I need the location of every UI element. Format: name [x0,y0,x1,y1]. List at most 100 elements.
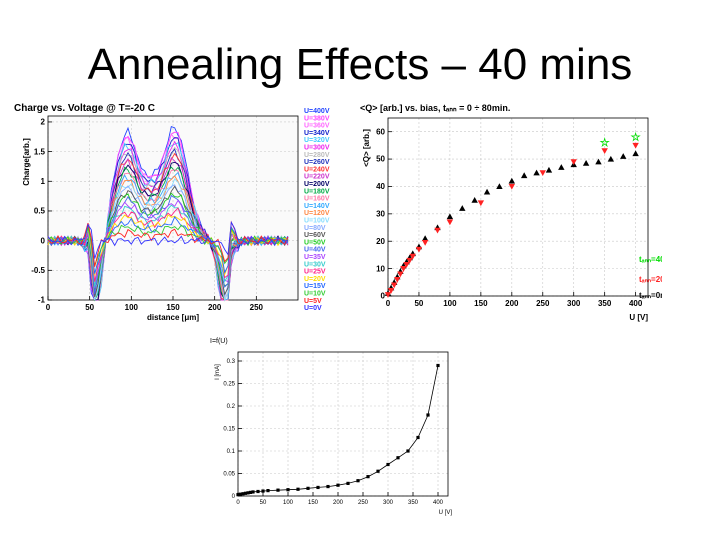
data-point [406,449,410,453]
y-tick-label: 0.2 [227,404,236,410]
data-point-triangle-up [421,235,429,242]
y-tick-label: 20 [376,237,385,246]
x-tick-label: 100 [443,299,457,308]
y-axis-label: I [mA] [215,364,221,380]
data-point [236,493,240,497]
x-tick-label: 300 [383,500,394,506]
data-point-triangle-up [632,150,639,157]
plot-frame [387,117,649,297]
data-point [326,484,330,489]
y-tick-label: 1.5 [34,147,46,156]
data-point-triangle-down [390,282,398,289]
data-point-triangle-up [558,164,565,170]
data-point-triangle-down [421,240,429,246]
data-point-triangle-down [400,266,407,272]
data-point-triangle-down [477,200,485,207]
y-tick-label: 0.3 [227,359,236,365]
x-axis-label: distance [μm] [147,313,199,322]
data-point-triangle-up [533,169,540,176]
data-point-triangle-down [409,253,416,260]
data-point [251,490,255,494]
data-point [261,489,265,493]
data-point-triangle-down [632,142,639,149]
data-point [286,488,290,492]
data-point-triangle-down [387,287,395,294]
data-point-triangle-up [459,205,466,211]
data-point [248,490,253,494]
charge-vs-voltage-chart: Charge vs. Voltage @ T=-20 C 0 50 100 150 20… [8,100,350,322]
legend-entry: U=200V [304,181,330,188]
chart-title: Charge vs. Voltage @ T=-20 C [14,103,155,114]
data-point-triangle-up [545,166,553,173]
data-point [266,489,270,493]
chart-title: I=f(U) [210,338,228,345]
x-tick-label: 0 [236,500,240,506]
y-tick-label: 0 [41,236,46,245]
y-tick-label: 60 [376,127,385,136]
x-tick-label: 50 [85,303,94,312]
data-point-triangle-up [483,188,491,195]
y-tick-label: 0 [232,494,236,500]
legend-entry: U=80V [304,225,326,232]
x-tick-label: 400 [433,500,444,506]
x-tick-label: 350 [408,500,419,506]
x-tick-label: 100 [283,500,294,506]
legend-entry: U=320V [304,137,330,144]
legend-entry: U=220V [304,174,330,181]
x-tick-label: 300 [567,299,581,308]
data-point-triangle-up [520,172,528,179]
data-point [386,462,390,467]
data-point-triangle-up [496,183,503,190]
x-tick-label: 150 [308,500,319,506]
legend-entry: U=140V [304,203,330,210]
mean-charge-vs-bias-chart: <Q> [arb.] vs. bias, tₐₙₙ = 0 ÷ 80min. 0… [352,100,662,322]
legend-entry: U=50V [304,239,326,246]
legend-entry: U=10V [304,291,326,298]
y-tick-label: 0.15 [223,427,235,433]
series-line [47,220,289,259]
chart-title: <Q> [arb.] vs. bias, tₐₙₙ = 0 ÷ 80min. [360,103,510,113]
y-axis-label: <Q> [arb.] [362,129,371,167]
legend-entry: U=0V [304,305,322,312]
data-point-triangle-down [539,170,546,176]
legend-entry: tₐₙₙ=0min. [639,291,662,300]
data-point [238,492,243,496]
data-point [356,479,360,483]
x-tick-label: 200 [505,299,519,308]
x-tick-label: 0 [386,299,391,308]
data-point-triangle-down [446,219,454,226]
data-point-triangle-down [394,277,401,283]
series-line [47,220,289,267]
data-point [396,456,400,460]
data-point [296,487,300,491]
x-tick-label: 50 [260,500,267,506]
data-point [316,485,320,490]
data-point [336,483,340,487]
data-point [426,413,430,417]
data-point [366,475,370,479]
y-axis-label: Charge[arb.] [22,138,31,186]
y-tick-label: 0.05 [223,472,235,478]
data-point-triangle-down [415,246,423,253]
x-tick-label: 250 [250,303,264,312]
legend-entry: U=380V [304,115,330,122]
y-tick-label: 0.25 [223,382,235,388]
data-point-star [630,131,641,142]
x-tick-label: 150 [166,303,180,312]
legend-entry: U=30V [304,261,326,268]
data-point-triangle-up [446,213,454,220]
data-point-triangle-down [570,159,577,166]
y-tick-label: 0.1 [227,449,236,455]
y-tick-label: 0.5 [34,207,46,216]
data-point-triangle-down [434,227,441,234]
x-tick-label: 150 [474,299,488,308]
current-vs-voltage-chart: I=f(U) 0 50 100 150 200 250 300 350 400 0 0.05 0.1 0… [204,332,460,516]
legend-entry: U=240V [304,166,330,173]
legend-entry: U=400V [304,108,330,115]
data-point-triangle-down [601,148,608,155]
x-axis-label: U [V] [629,313,648,322]
x-axis-label: U [V] [439,510,453,516]
x-tick-label: 100 [125,303,139,312]
data-point-triangle-up [620,153,627,159]
y-tick-label: -1 [38,296,46,305]
